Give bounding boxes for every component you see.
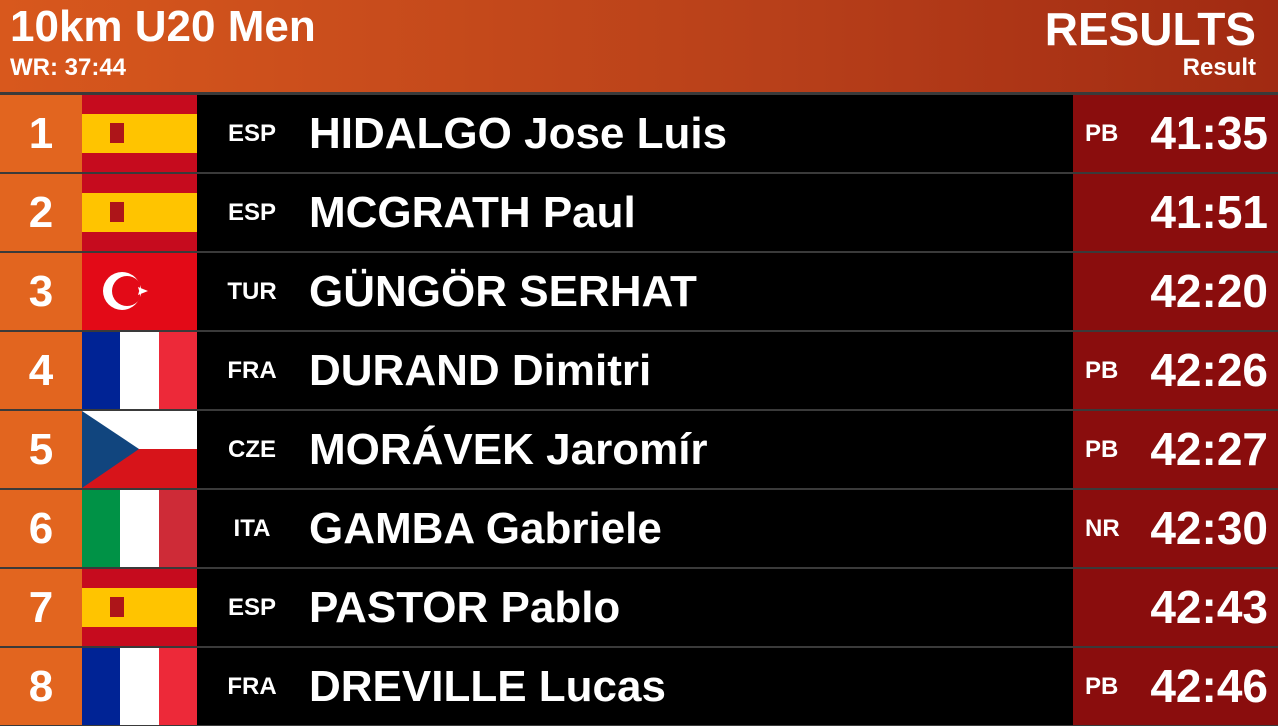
- country-code: ITA: [233, 515, 271, 542]
- result-time: 42:46: [1150, 660, 1268, 712]
- result-row: 8 FRA DREVILLE Lucas PB 42:46: [0, 648, 1278, 725]
- athlete-name: DREVILLE Lucas: [309, 662, 666, 711]
- flag: [82, 648, 197, 725]
- flag: [82, 95, 197, 172]
- rank: 3: [0, 253, 82, 330]
- result-time: 42:43: [1150, 581, 1268, 633]
- record-note: PB: [1085, 120, 1119, 147]
- result-cell: [1073, 411, 1278, 488]
- result-row: 6 ITA GAMBA Gabriele NR 42:30: [0, 490, 1278, 567]
- rank: 2: [0, 174, 82, 251]
- rank: 5: [0, 411, 82, 488]
- result-cell: [1073, 569, 1278, 646]
- name-cell: [197, 490, 1073, 567]
- rank: 1: [0, 95, 82, 172]
- result-time: 42:20: [1150, 265, 1268, 317]
- athlete-name: PASTOR Pablo: [309, 583, 621, 632]
- name-cell: [197, 253, 1073, 330]
- rank: 4: [0, 332, 82, 409]
- athlete-name: GAMBA Gabriele: [309, 504, 662, 553]
- athlete-name: MORÁVEK Jaromír: [309, 425, 708, 474]
- country-code: TUR: [227, 278, 277, 305]
- record: WR: 37:44: [10, 54, 127, 81]
- flag: [82, 253, 197, 330]
- record-note: PB: [1085, 673, 1119, 700]
- result-row: 1 ESP HIDALGO Jose Luis PB 41:35: [0, 95, 1278, 172]
- name-cell: [197, 569, 1073, 646]
- result-cell: [1073, 253, 1278, 330]
- name-cell: [197, 648, 1073, 725]
- country-code: ESP: [227, 594, 277, 621]
- athlete-name: DURAND Dimitri: [309, 346, 652, 395]
- result-cell: [1073, 332, 1278, 409]
- heading: RESULTS: [1044, 3, 1256, 55]
- country-code: ESP: [227, 120, 277, 147]
- flag: [82, 490, 197, 567]
- result-cell: [1073, 174, 1278, 251]
- record-note: PB: [1085, 357, 1119, 384]
- rank: 6: [0, 490, 82, 567]
- header: 10km U20 Men WR: 37:44 RESULTS Result: [0, 0, 1278, 92]
- flag: [82, 174, 197, 251]
- result-cell: [1073, 648, 1278, 725]
- name-cell: [197, 411, 1073, 488]
- country-code: FRA: [227, 673, 277, 700]
- athlete-name: GÜNGÖR SERHAT: [309, 267, 697, 316]
- result-time: 41:51: [1150, 186, 1268, 238]
- name-cell: [197, 174, 1073, 251]
- country-code: CZE: [228, 436, 276, 463]
- name-cell: [197, 95, 1073, 172]
- result-cell: [1073, 490, 1278, 567]
- country-code: FRA: [227, 357, 277, 384]
- record-note: NR: [1085, 515, 1120, 542]
- result-row: 7 ESP PASTOR Pablo 42:43: [0, 569, 1278, 646]
- result-time: 42:26: [1150, 344, 1268, 396]
- result-time: 42:27: [1150, 423, 1268, 475]
- result-cell: [1073, 95, 1278, 172]
- result-row: 2 ESP MCGRATH Paul 41:51: [0, 174, 1278, 251]
- flag: [82, 411, 197, 488]
- athlete-name: HIDALGO Jose Luis: [309, 109, 728, 158]
- result-row: 3 TUR GÜNGÖR SERHAT 42:20: [0, 253, 1278, 330]
- event-title: 10km U20 Men: [10, 2, 316, 51]
- result-time: 41:35: [1150, 107, 1268, 159]
- result-time: 42:30: [1150, 502, 1268, 554]
- rank: 8: [0, 648, 82, 725]
- rank: 7: [0, 569, 82, 646]
- record-note: PB: [1085, 436, 1119, 463]
- country-code: ESP: [227, 199, 277, 226]
- flag: [82, 569, 197, 646]
- athlete-name: MCGRATH Paul: [309, 188, 636, 237]
- subheading: Result: [1182, 54, 1256, 81]
- result-row: 4 FRA DURAND Dimitri PB 42:26: [0, 332, 1278, 409]
- name-cell: [197, 332, 1073, 409]
- flag: [82, 332, 197, 409]
- result-row: 5 CZE MORÁVEK Jaromír PB 42:27: [0, 411, 1278, 488]
